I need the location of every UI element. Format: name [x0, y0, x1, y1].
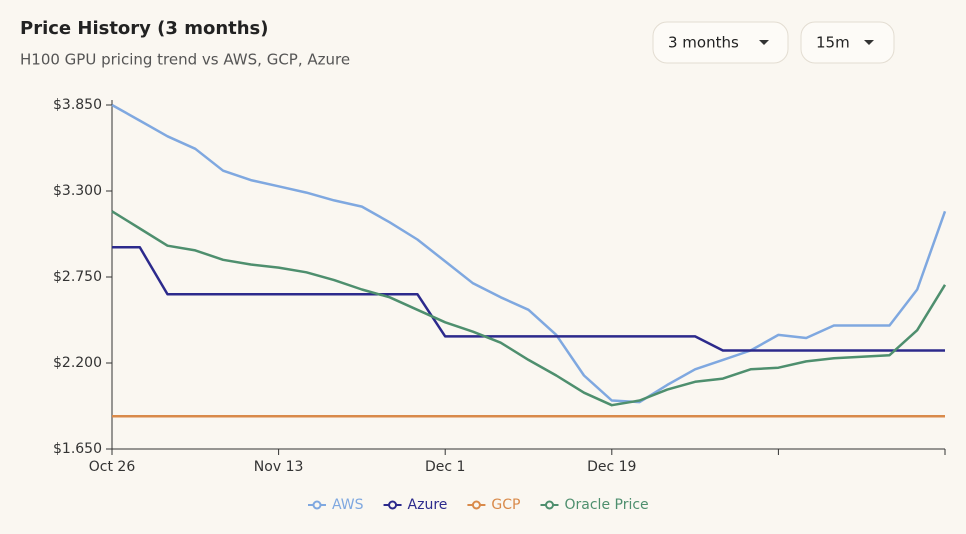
dropdown-caret	[759, 40, 769, 45]
legend-marker	[471, 500, 481, 510]
interval-dropdown[interactable]: 15m	[800, 21, 895, 64]
chart-subtitle: H100 GPU pricing trend vs AWS, GCP, Azur…	[20, 51, 350, 69]
dropdown-box[interactable]	[800, 21, 895, 64]
legend-marker	[545, 500, 554, 510]
x-tick-label: Dec 1	[425, 459, 465, 475]
y-tick-label: $3.300	[53, 183, 102, 199]
y-tick-label: $3.850	[53, 97, 102, 113]
dropdown-caret	[864, 40, 874, 45]
range-dropdown[interactable]: 3 months	[652, 21, 789, 64]
legend-label: Oracle Price	[565, 497, 649, 513]
series-line	[111, 210, 947, 407]
legend-marker	[312, 500, 322, 510]
dropdown-box[interactable]	[652, 21, 789, 64]
dropdown-label[interactable]: 15m	[816, 34, 850, 52]
series-line	[112, 246, 945, 352]
y-tick-label: $2.200	[53, 355, 102, 371]
x-tick-label: Oct 26	[89, 459, 136, 475]
legend-label: GCP	[491, 497, 520, 513]
x-tick-label: Dec 19	[587, 459, 636, 475]
x-tick-label: Nov 13	[254, 459, 304, 475]
legend-label: AWS	[332, 497, 364, 513]
legend-label: Azure	[408, 497, 448, 513]
series-line	[111, 103, 947, 404]
chart-title: Price History (3 months)	[20, 18, 269, 39]
y-tick-label: $2.750	[53, 269, 102, 285]
legend-marker	[388, 500, 398, 510]
dropdown-label[interactable]: 3 months	[668, 34, 739, 52]
y-tick-label: $1.650	[53, 441, 102, 457]
